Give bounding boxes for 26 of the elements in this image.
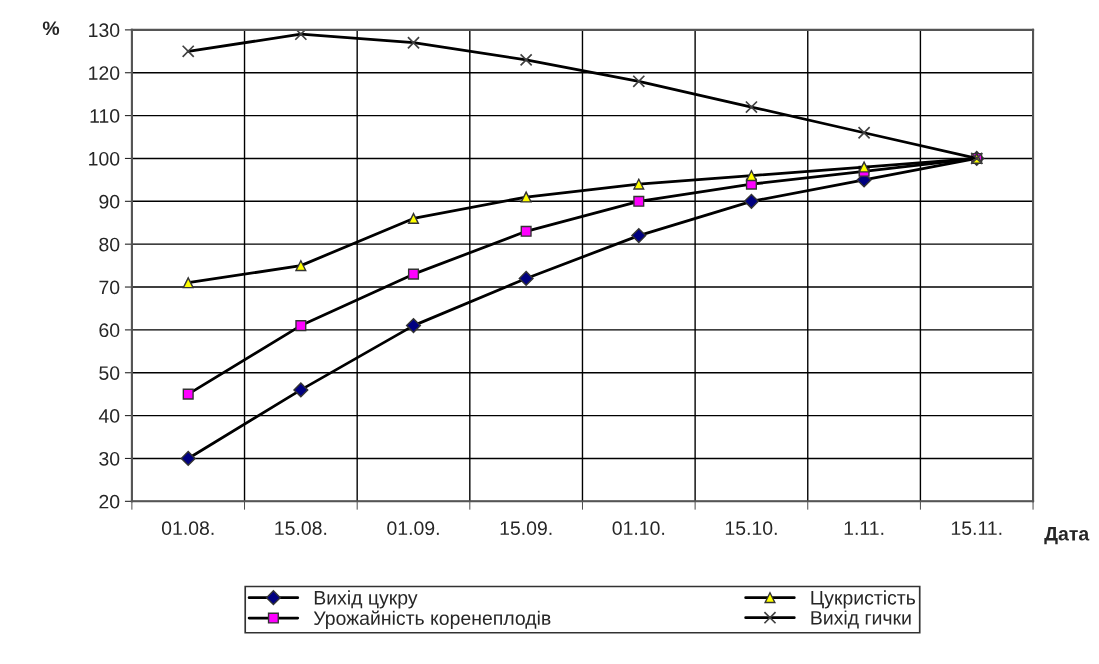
- legend-label: Цукристість: [811, 590, 916, 609]
- x-tick-label: 01.08.: [161, 521, 214, 536]
- x-tick-label: 15.11.: [951, 521, 1002, 536]
- y-tick-label: 110: [90, 109, 120, 123]
- legend-label: Вихід цукру: [314, 590, 418, 609]
- y-tick-label: 80: [99, 237, 120, 252]
- y-tick-label: 90: [99, 194, 120, 209]
- legend-label: Вихід гички: [811, 610, 911, 629]
- y-tick-label: 60: [99, 323, 120, 338]
- y-tick-label: 30: [99, 451, 120, 466]
- x-tick-label: 15.10.: [725, 521, 777, 536]
- y-tick-label: 120: [89, 66, 120, 80]
- x-tick-label: 15.08.: [275, 521, 327, 536]
- x-tick-label: 15.09.: [500, 521, 552, 536]
- y-axis-title: %: [42, 21, 60, 36]
- x-axis-title: Дата: [1044, 527, 1090, 545]
- y-tick-label: 130: [89, 23, 120, 38]
- x-tick-label: 01.10.: [612, 521, 665, 536]
- y-tick-label: 40: [98, 409, 120, 423]
- y-tick-label: 20: [99, 494, 120, 509]
- y-tick-label: 70: [99, 280, 120, 295]
- y-tick-label: 50: [99, 366, 120, 380]
- x-tick-label: 01.09.: [387, 521, 439, 536]
- y-tick-label: 100: [89, 151, 120, 166]
- legend-label: Урожайність коренеплодів: [313, 610, 551, 629]
- x-tick-label: 1.11.: [844, 521, 884, 535]
